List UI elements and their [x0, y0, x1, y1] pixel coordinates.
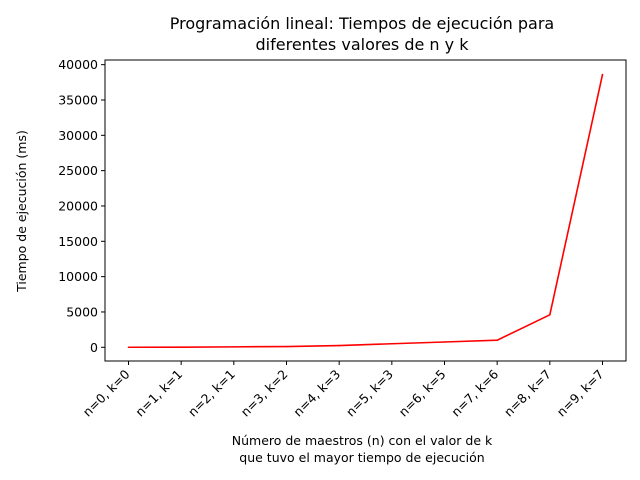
- y-tick-label: 30000: [58, 128, 98, 143]
- x-tick-label: n=6, k=5: [396, 367, 449, 420]
- data-point: [233, 346, 235, 348]
- y-axis-label: Tiempo de ejecución (ms): [14, 130, 29, 293]
- x-tick-label: n=8, k=7: [501, 367, 554, 420]
- y-tick-label: 0: [90, 340, 98, 355]
- x-tick-label: n=5, k=3: [343, 367, 396, 420]
- x-axis-label-line-1: Número de maestros (n) con el valor de k: [232, 433, 493, 448]
- data-point: [391, 342, 393, 345]
- x-tick-label: n=0, k=0: [80, 366, 133, 419]
- x-tick-label: n=9, k=7: [554, 367, 607, 420]
- y-tick-label: 20000: [58, 198, 98, 213]
- plot-frame: [104, 59, 627, 362]
- data-point: [338, 344, 340, 347]
- x-axis-ticks: n=0, k=0 n=1, k=1 n=2, k=1 n=3, k=2 n=4, k=3…: [80, 361, 607, 420]
- data-point: [496, 339, 498, 342]
- series-line: [128, 74, 604, 349]
- y-tick-label: 5000: [66, 304, 98, 319]
- x-axis-label-line-2: que tuvo el mayor tiempo de ejecución: [239, 450, 484, 465]
- x-tick-label: n=7, k=6: [448, 366, 501, 419]
- data-point: [127, 346, 130, 349]
- data-point: [443, 341, 446, 343]
- chart-title-line-1: Programación lineal: Tiempos de ejecució…: [170, 14, 554, 33]
- chart-title-line-2: diferentes valores de n y k: [256, 35, 470, 54]
- x-tick-label: n=1, k=1: [132, 367, 185, 420]
- data-point: [180, 346, 182, 348]
- y-tick-label: 35000: [58, 92, 98, 107]
- data-point: [601, 73, 604, 76]
- data-point: [285, 345, 288, 348]
- y-axis-ticks: 0 5000 10000 15000 20000 25000 30000 35000 40000: [58, 57, 105, 355]
- y-tick-label: 40000: [58, 57, 98, 72]
- data-point: [549, 313, 551, 316]
- x-tick-label: n=2, k=1: [185, 367, 238, 420]
- x-tick-label: n=4, k=3: [290, 367, 343, 420]
- series-group: [127, 73, 604, 349]
- y-tick-label: 10000: [58, 269, 98, 284]
- y-tick-label: 15000: [58, 234, 98, 249]
- y-tick-label: 25000: [58, 163, 98, 178]
- x-tick-label: n=3, k=2: [238, 367, 291, 420]
